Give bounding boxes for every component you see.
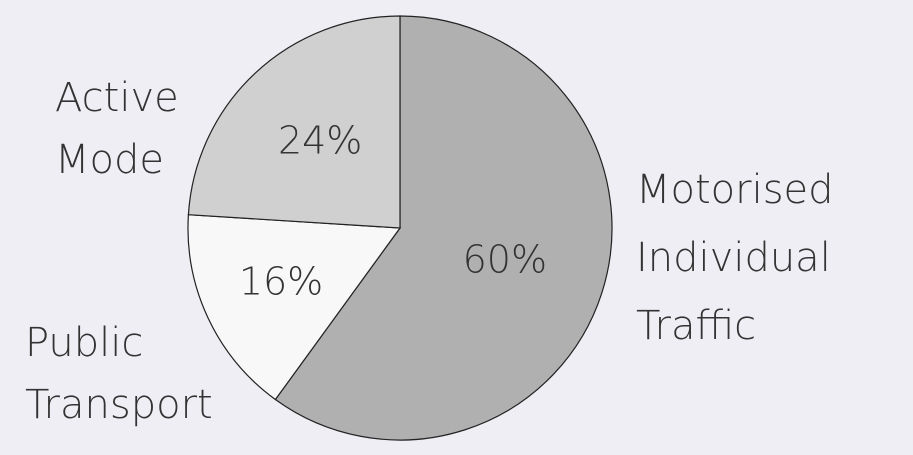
pie-slice: [187, 15, 401, 229]
category-label: Public Transport: [25, 320, 213, 428]
category-label: Motorised Individual Traffic: [636, 167, 846, 349]
slice-label: 16%: [239, 259, 323, 303]
slice-label: 60%: [463, 238, 547, 282]
slice-label: 24%: [278, 119, 362, 163]
pie-slice: [187, 214, 402, 401]
category-label: Active Mode: [55, 75, 191, 183]
pie-slice: [274, 15, 613, 441]
